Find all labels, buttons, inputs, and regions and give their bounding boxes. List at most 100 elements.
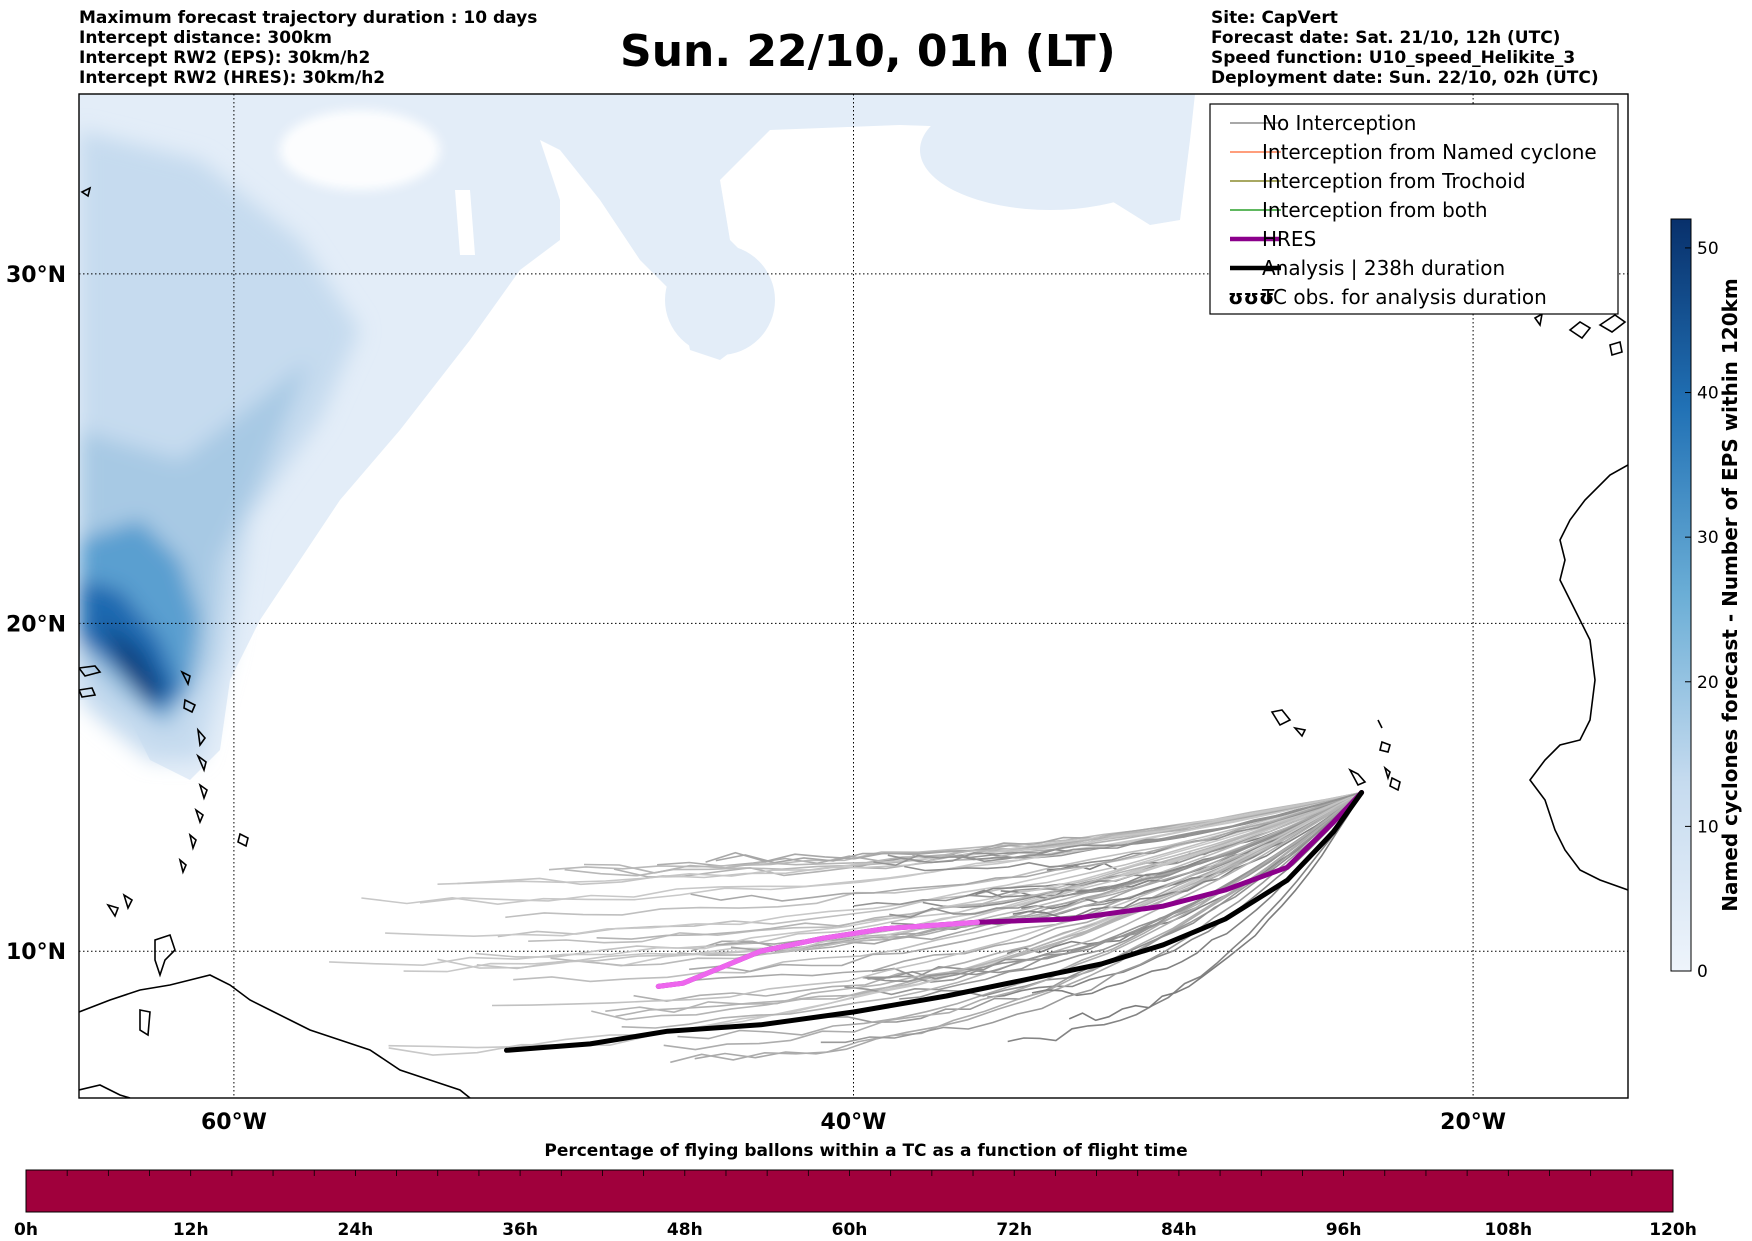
ensemble-trajectory	[1007, 792, 1363, 1043]
time-bar-tick-label: 12h	[173, 1220, 209, 1240]
ensemble-trajectory	[1012, 791, 1363, 919]
density-outer-band	[79, 94, 900, 130]
longitude-label: 40°W	[821, 1110, 887, 1135]
header-left: Maximum forecast trajectory duration : 1…	[79, 8, 537, 88]
colorbar-tick-label: 10	[1697, 817, 1719, 837]
density-gap	[280, 110, 440, 190]
latitude-label: 20°N	[6, 612, 66, 637]
small-island	[80, 186, 92, 198]
density-outer-band	[79, 94, 1628, 780]
ensemble-trajectory	[899, 791, 1363, 1000]
legend-label: HRES	[1262, 227, 1316, 251]
longitude-labels: 60°W 40°W 20°W	[201, 1110, 1506, 1135]
colorbar-ticks: 0 10 20 30 40 50	[1685, 239, 1719, 982]
legend-label: TC obs. for analysis duration	[1261, 285, 1547, 309]
puerto-rico-island	[79, 665, 102, 698]
density-outer-band	[920, 94, 1180, 210]
venezuela-inlet	[79, 1084, 131, 1098]
ensemble-trajectory	[476, 791, 1362, 970]
trinidad-island	[154, 933, 176, 978]
hres-trajectory-tail	[655, 919, 980, 989]
colorbar-tick-label: 50	[1697, 239, 1719, 259]
time-bar-tick-label: 60h	[832, 1220, 868, 1240]
ensemble-trajectory	[329, 791, 1362, 967]
colorbar-tick-label: 0	[1697, 962, 1708, 982]
tobago-island	[139, 1009, 151, 1037]
header-left-line: Intercept RW2 (HRES): 30km/h2	[79, 68, 386, 88]
time-bar-tick-label: 84h	[1161, 1220, 1197, 1240]
ensemble-trajectories	[329, 791, 1363, 1064]
africa-coast	[1529, 464, 1628, 891]
time-bar-tick-label: 108h	[1485, 1220, 1533, 1240]
time-bar: Percentage of flying ballons within a TC…	[14, 1141, 1697, 1240]
colorbar-tick-label: 20	[1697, 673, 1719, 693]
time-bar-tick-label: 24h	[338, 1220, 374, 1240]
time-bar-minor-ticks	[66, 1170, 1633, 1176]
time-bar-tick-label: 48h	[667, 1220, 703, 1240]
canary-islands	[1533, 312, 1627, 357]
density-core	[79, 130, 360, 760]
legend-label: Interception from Trochoid	[1262, 169, 1526, 193]
analysis-trajectory	[504, 790, 1365, 1053]
density-outer-band	[665, 245, 775, 355]
header-left-line: Intercept distance: 300km	[79, 28, 332, 48]
time-bar-tick-labels: 0h 12h 24h 36h 48h 60h 72h 84h 96h 108h 120h	[14, 1220, 1697, 1240]
ensemble-trajectory	[596, 791, 1362, 940]
time-bar-title: Percentage of flying ballons within a TC…	[544, 1141, 1187, 1161]
tc-symbol-icon: ʊʊʊ	[1228, 285, 1274, 309]
map-grid	[79, 94, 1628, 1098]
ensemble-trajectory	[1068, 792, 1363, 1022]
ensemble-trajectory	[437, 791, 1362, 885]
latitude-label: 30°N	[6, 263, 66, 288]
ensemble-trajectory	[457, 791, 1362, 886]
header-right-line: Site: CapVert	[1211, 8, 1338, 28]
colorbar: 0 10 20 30 40 50 Named cyclones forecast - Nu…	[1670, 218, 1742, 982]
small-island	[237, 832, 249, 848]
legend-label: No Interception	[1262, 111, 1416, 135]
ensemble-trajectory	[912, 791, 1362, 861]
ensemble-trajectory	[663, 791, 1363, 1051]
ensemble-trajectory	[715, 791, 1362, 864]
highlighted-trajectories	[504, 790, 1365, 1053]
south-america-coast	[79, 974, 471, 1098]
legend-label: Interception from both	[1262, 198, 1488, 222]
time-bar-tick-label: 96h	[1326, 1220, 1362, 1240]
lesser-antilles	[106, 670, 208, 918]
header-right-line: Speed function: U10_speed_Helikite_3	[1211, 48, 1576, 68]
ensemble-trajectory	[889, 791, 1362, 919]
ensemble-trajectory	[505, 791, 1362, 919]
colorbar-gradient	[1670, 218, 1692, 972]
cape-verde-islands	[1270, 709, 1401, 792]
time-bar-tick-label: 72h	[996, 1220, 1032, 1240]
ensemble-trajectory	[823, 791, 1363, 1024]
header-right-line: Forecast date: Sat. 21/10, 12h (UTC)	[1211, 28, 1561, 48]
latitude-labels: 30°N 20°N 10°N	[6, 263, 66, 965]
ensemble-trajectory	[491, 791, 1362, 1007]
colorbar-label: Named cyclones forecast - Number of EPS …	[1718, 278, 1742, 912]
legend: No Interception Interception from Named c…	[1209, 103, 1619, 315]
map-title: Sun. 22/10, 01h (LT)	[620, 26, 1116, 77]
legend-label: Analysis | 238h duration	[1262, 256, 1505, 280]
ensemble-trajectory	[605, 791, 1363, 1014]
longitude-label: 60°W	[201, 1110, 267, 1135]
ensemble-trajectory	[361, 791, 1362, 906]
header-right-line: Deployment date: Sun. 22/10, 02h (UTC)	[1211, 68, 1599, 88]
header-left-line: Maximum forecast trajectory duration : 1…	[79, 8, 538, 28]
header-left-line: Intercept RW2 (EPS): 30km/h2	[79, 48, 371, 68]
header-right: Site: CapVert Forecast date: Sat. 21/10,…	[1211, 8, 1599, 88]
ensemble-trajectory	[887, 791, 1362, 864]
latitude-label: 10°N	[6, 940, 66, 965]
time-bar-tick-label: 0h	[14, 1220, 38, 1240]
density-gap	[455, 190, 475, 255]
time-bar-tick-label: 120h	[1649, 1220, 1697, 1240]
longitude-label: 20°W	[1440, 1110, 1506, 1135]
map-frame	[78, 93, 1629, 1099]
time-bar-tick-label: 36h	[502, 1220, 538, 1240]
colorbar-tick-label: 40	[1697, 384, 1719, 404]
legend-box	[1209, 103, 1619, 315]
time-bar-fill	[25, 1169, 1674, 1213]
legend-label: Interception from Named cyclone	[1262, 140, 1597, 164]
coastlines	[79, 186, 1628, 1098]
colorbar-tick-label: 30	[1697, 528, 1719, 548]
